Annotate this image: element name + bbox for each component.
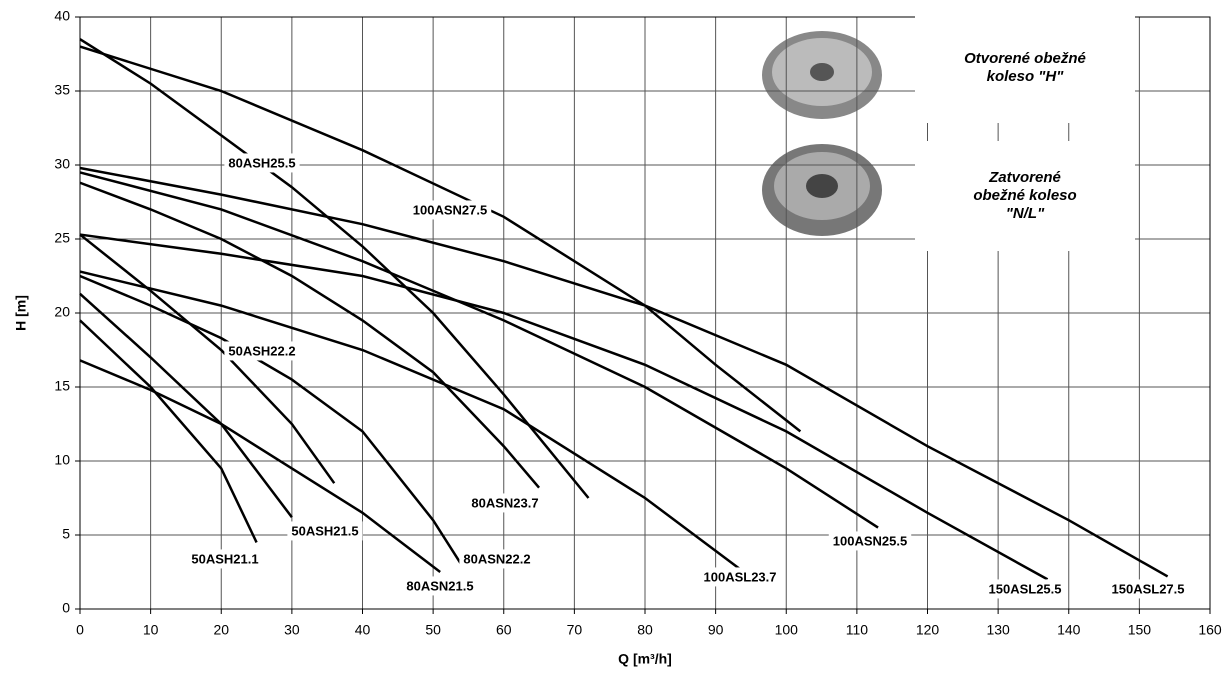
- x-tick-label: 30: [284, 622, 300, 638]
- series-label-bg: [699, 567, 781, 587]
- series-label-bg: [402, 576, 478, 596]
- impeller-closed: [762, 144, 882, 236]
- series-label-bg: [467, 493, 543, 513]
- curve: [79, 292, 293, 518]
- x-tick-label: 80: [637, 622, 653, 638]
- y-tick-label: 25: [54, 230, 70, 246]
- x-tick-label: 40: [355, 622, 371, 638]
- annotation: Zatvorené: [988, 169, 1061, 186]
- y-tick-label: 10: [54, 452, 70, 468]
- series-label-bg: [828, 531, 912, 551]
- curve: [79, 166, 1169, 578]
- series-label: 80ASH25.5: [228, 155, 295, 170]
- x-tick-label: 100: [775, 622, 799, 638]
- series-label-bg: [224, 341, 300, 361]
- series-label: 100ASL23.7: [704, 569, 777, 584]
- series-label-bg: [1107, 579, 1189, 599]
- curve: [79, 233, 1049, 581]
- x-tick-label: 10: [143, 622, 159, 638]
- curve: [79, 359, 441, 573]
- x-tick-label: 140: [1057, 622, 1081, 638]
- y-tick-label: 40: [54, 8, 70, 24]
- series-label-bg: [408, 200, 492, 220]
- plot-frame: [79, 16, 1211, 610]
- series-label: 80ASN21.5: [406, 578, 473, 593]
- series-label: 80ASN22.2: [463, 551, 530, 566]
- y-tick-label: 0: [62, 600, 70, 616]
- curve: [79, 171, 879, 529]
- annotation: "N/L": [1006, 205, 1045, 222]
- x-axis-label: Q [m³/h]: [618, 651, 672, 667]
- series-label-bg: [224, 153, 300, 173]
- annotation: obežné koleso: [973, 187, 1076, 204]
- y-axis-label: H [m]: [13, 295, 29, 331]
- curve: [79, 270, 745, 574]
- x-tick-label: 70: [567, 622, 583, 638]
- x-tick-label: 160: [1198, 622, 1222, 638]
- y-tick-label: 15: [54, 378, 70, 394]
- x-tick-label: 120: [916, 622, 940, 638]
- x-tick-label: 150: [1128, 622, 1152, 638]
- series-label: 50ASH22.2: [228, 343, 295, 358]
- x-tick-label: 50: [425, 622, 441, 638]
- y-tick-label: 20: [54, 304, 70, 320]
- annotation: koleso "H": [987, 68, 1065, 85]
- y-tick-label: 35: [54, 82, 70, 98]
- series-label: 150ASL27.5: [1112, 581, 1185, 596]
- annotation: Otvorené obežné: [964, 50, 1086, 67]
- series-label: 50ASH21.1: [191, 551, 258, 566]
- x-tick-label: 20: [213, 622, 229, 638]
- series-label-bg: [287, 521, 363, 541]
- series-label-bg: [187, 549, 263, 569]
- series-label-bg: [459, 549, 535, 569]
- x-tick-label: 110: [846, 622, 869, 638]
- series-label-bg: [984, 579, 1066, 599]
- x-tick-label: 130: [986, 622, 1010, 638]
- x-tick-label: 0: [76, 622, 84, 638]
- series-label: 100ASN27.5: [413, 202, 487, 217]
- curve: [79, 38, 590, 499]
- annotation-bg: [915, 13, 1135, 123]
- curve: [79, 233, 336, 484]
- y-tick-label: 30: [54, 156, 70, 172]
- curve: [79, 45, 802, 433]
- curve: [79, 181, 541, 489]
- x-tick-label: 90: [708, 622, 724, 638]
- curve: [79, 274, 463, 566]
- series-label: 80ASN23.7: [471, 495, 538, 510]
- y-tick-label: 5: [62, 526, 70, 542]
- series-label: 50ASH21.5: [291, 523, 358, 538]
- annotation-bg: [915, 141, 1135, 251]
- curve: [79, 319, 258, 543]
- series-label: 150ASL25.5: [989, 581, 1062, 596]
- impeller-open: [762, 31, 882, 119]
- series-label: 100ASN25.5: [833, 533, 907, 548]
- x-tick-label: 60: [496, 622, 512, 638]
